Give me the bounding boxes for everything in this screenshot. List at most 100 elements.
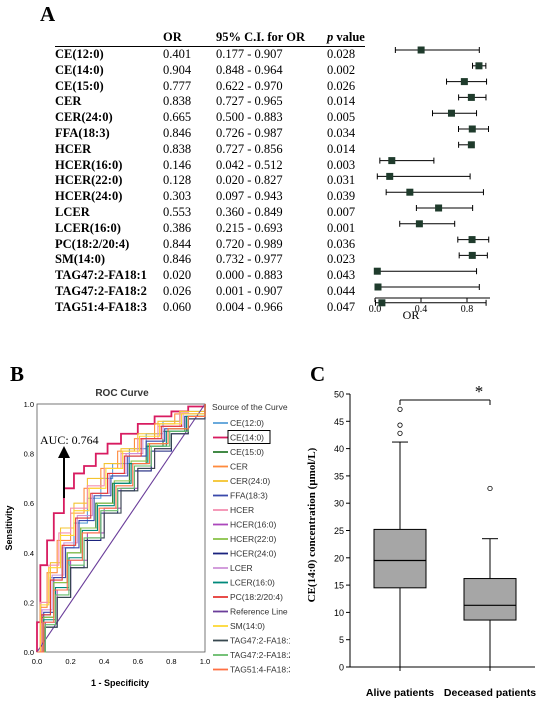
cell-p: 0.031 (327, 173, 356, 188)
table-row: CE(15:0) 0.777 0.622 - 0.970 0.026 (55, 79, 370, 95)
cell-name: CE(15:0) (55, 78, 104, 93)
cell-ci: 0.720 - 0.989 (216, 236, 283, 251)
cell-name: FFA(18:3) (55, 126, 110, 140)
table-row: HCER(16:0) 0.146 0.042 - 0.512 0.003 (55, 158, 370, 174)
box-category-label: Alive patients (366, 687, 434, 699)
roc-legend-entry: LCER (230, 563, 253, 573)
roc-title: ROC Curve (95, 388, 149, 399)
roc-y-tick-label: 0.4 (24, 549, 34, 558)
cell-ci: 0.177 - 0.907 (216, 47, 283, 61)
roc-y-tick-label: 0.0 (24, 648, 34, 657)
cell-name: LCER(16:0) (55, 220, 121, 235)
cell-or: 0.401 (163, 47, 192, 61)
forest-or-marker (374, 283, 382, 291)
forest-or-marker (417, 46, 425, 54)
roc-x-tick-label: 0.2 (65, 657, 75, 666)
forest-or-marker (406, 188, 414, 196)
roc-legend-entry: TAG47:2-FA18:2 (230, 650, 290, 660)
box-y-tick-label: 50 (334, 390, 344, 400)
cell-or: 0.846 (163, 252, 192, 267)
box-y-tick-label: 5 (339, 635, 344, 645)
roc-line (36, 404, 206, 652)
table-row: HCER 0.838 0.727 - 0.856 0.014 (55, 142, 370, 158)
table-row: TAG51:4-FA18:3 0.060 0.004 - 0.966 0.047 (55, 300, 370, 316)
cell-or: 0.904 (163, 62, 192, 77)
roc-y-tick-label: 0.8 (24, 450, 34, 459)
cell-or: 0.846 (163, 126, 192, 140)
roc-y-axis-label: Sensitivity (4, 505, 14, 550)
forest-or-marker (435, 204, 443, 212)
header-p-value: p value (327, 30, 365, 44)
cell-p: 0.023 (327, 252, 356, 267)
cell-or: 0.665 (163, 110, 192, 125)
table-row: CE(14:0) 0.904 0.848 - 0.964 0.002 (55, 63, 370, 79)
roc-x-tick-label: 0.6 (133, 657, 143, 666)
auc-arrow-head (58, 446, 70, 458)
cell-p: 0.014 (327, 94, 356, 109)
forest-or-marker (386, 172, 394, 180)
forest-or-marker (388, 157, 396, 165)
roc-legend-entry: CER(24:0) (230, 476, 270, 486)
cell-p: 0.034 (327, 126, 356, 140)
roc-line (37, 404, 206, 653)
box-y-tick-label: 40 (334, 444, 344, 454)
cell-name: CER (55, 94, 82, 109)
forest-or-marker (378, 299, 386, 307)
cell-p: 0.039 (327, 189, 356, 204)
forest-or-marker (415, 220, 423, 228)
cell-name: HCER(24:0) (55, 189, 123, 204)
panel-c-label: C (310, 362, 326, 386)
box-plot: 0 5 10 15 20 25 30 35 40 45 50 Alive patients Deceas… (306, 382, 536, 699)
cell-p: 0.014 (327, 141, 356, 156)
box-iqr (463, 578, 517, 621)
cell-name: CE(14:0) (55, 62, 104, 77)
cell-or: 0.553 (163, 205, 192, 219)
roc-y-tick-label: 0.2 (24, 598, 34, 607)
cell-p: 0.001 (327, 220, 356, 235)
table-row: SM(14:0) 0.846 0.732 - 0.977 0.023 (55, 252, 370, 268)
cell-ci: 0.732 - 0.977 (216, 252, 283, 267)
cell-ci: 0.001 - 0.907 (216, 284, 283, 298)
roc-legend-entry: HCER(24:0) (230, 549, 276, 559)
forest-x-tick-label: 0.8 (461, 304, 474, 315)
cell-name: TAG47:2-FA18:2 (55, 284, 147, 298)
cell-ci: 0.215 - 0.693 (216, 220, 283, 235)
forest-or-marker (468, 236, 476, 244)
cell-p: 0.047 (327, 299, 356, 314)
table-header-rule (55, 46, 365, 47)
table-row: CER 0.838 0.727 - 0.965 0.014 (55, 94, 370, 110)
cell-name: HCER(16:0) (55, 157, 123, 172)
roc-legend-entry: CE(12:0) (230, 418, 264, 428)
cell-or: 0.777 (163, 78, 192, 93)
cell-p: 0.028 (327, 47, 356, 61)
odds-ratio-rows: CE(12:0) 0.401 0.177 - 0.907 0.028 CE(14:0) 0… (55, 47, 370, 314)
panel-a-label: A (40, 2, 56, 26)
roc-legend-entry: CER (230, 462, 248, 472)
cell-or: 0.303 (163, 189, 192, 204)
roc-legend-entry: CE(15:0) (230, 447, 264, 457)
table-row: HCER(24:0) 0.303 0.097 - 0.943 0.039 (55, 189, 370, 205)
roc-x-tick-label: 0.0 (32, 657, 42, 666)
cell-ci: 0.042 - 0.512 (216, 157, 283, 172)
cell-p: 0.043 (327, 268, 356, 283)
roc-x-tick-label: 0.8 (166, 657, 176, 666)
table-row: CER(24:0) 0.665 0.500 - 0.883 0.005 (55, 110, 370, 126)
table-row: PC(18:2/20:4) 0.844 0.720 - 0.989 0.036 (55, 237, 370, 253)
box-iqr (373, 528, 427, 589)
cell-name: SM(14:0) (55, 252, 105, 267)
cell-or: 0.838 (163, 141, 192, 156)
roc-line (37, 404, 206, 653)
table-row: HCER(22:0) 0.128 0.020 - 0.827 0.031 (55, 173, 370, 189)
cell-name: TAG51:4-FA18:3 (55, 299, 147, 314)
cell-name: HCER(22:0) (55, 173, 123, 188)
box-y-tick-label: 10 (334, 608, 344, 618)
box-outlier (397, 430, 403, 436)
forest-or-marker (468, 251, 476, 259)
roc-line (37, 404, 206, 653)
roc-legend-highlight-box (227, 430, 271, 444)
roc-legend-title: Source of the Curve (212, 402, 288, 412)
cell-ci: 0.726 - 0.987 (216, 126, 283, 140)
roc-legend-entry: FFA(18:3) (230, 491, 268, 501)
forest-or-marker (460, 78, 468, 86)
